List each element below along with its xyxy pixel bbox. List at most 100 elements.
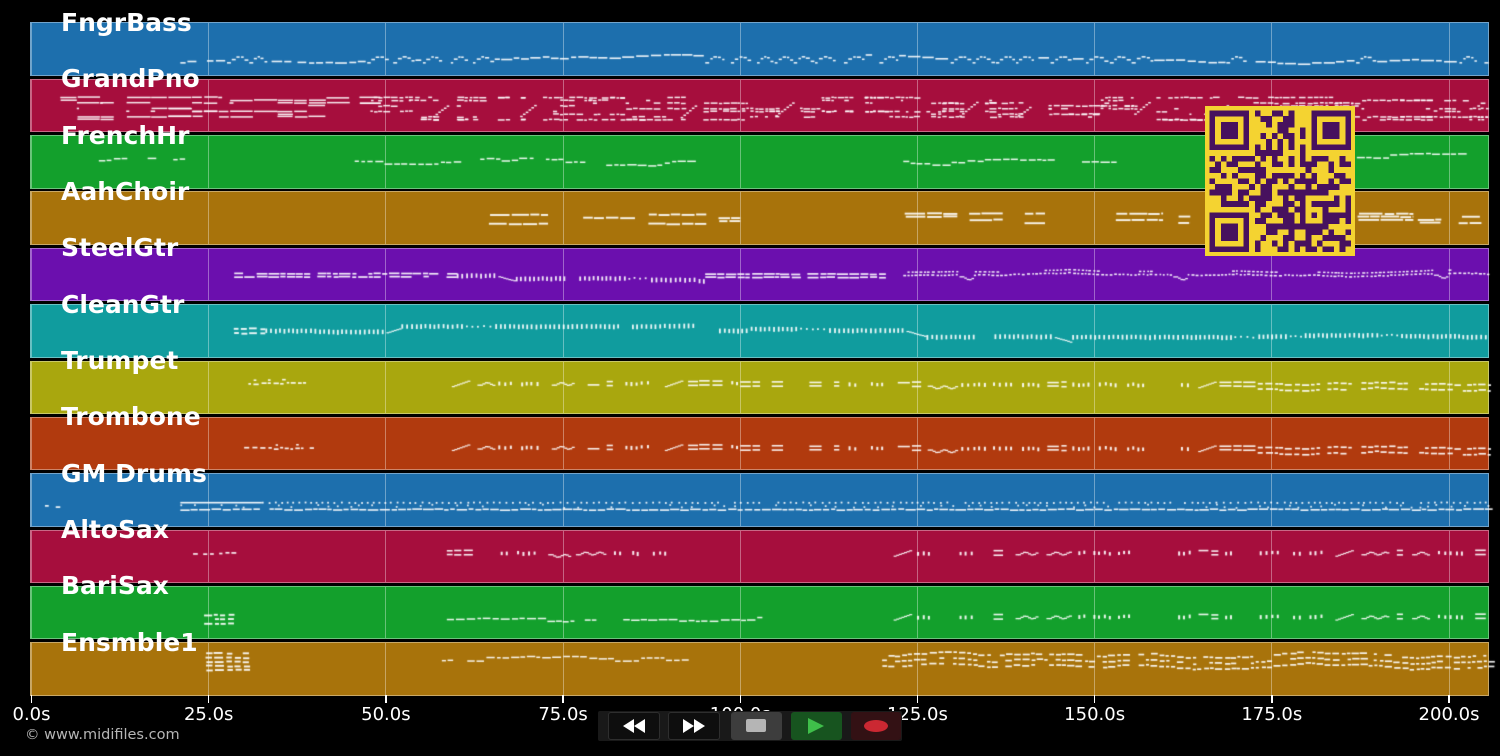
- time-gridline: [916, 586, 918, 639]
- time-gridline: [208, 361, 210, 414]
- time-gridline: [1448, 643, 1450, 695]
- track-label: AahChoir: [61, 177, 190, 206]
- fast-forward-icon: [683, 718, 706, 733]
- time-gridline: [385, 417, 387, 470]
- time-gridline: [208, 248, 210, 301]
- track-label: GM Drums: [61, 458, 207, 488]
- axis-tick-label: 125.0s: [886, 704, 948, 725]
- time-gridline: [562, 192, 564, 245]
- axis-tick-label: 200.0s: [1418, 704, 1480, 725]
- time-gridline: [385, 136, 387, 188]
- time-gridline: [385, 643, 387, 695]
- time-gridline: [739, 530, 741, 583]
- track-label: AltoSax: [61, 515, 170, 545]
- time-gridline: [31, 248, 32, 301]
- time-gridline: [739, 23, 741, 75]
- track-label: SteelGtr: [61, 233, 179, 263]
- play-button[interactable]: [790, 712, 842, 740]
- time-gridline: [1094, 530, 1096, 583]
- right-triangle-shape: [808, 717, 824, 734]
- time-gridline: [385, 474, 387, 526]
- qr-code: [1204, 105, 1355, 256]
- time-gridline: [385, 79, 387, 132]
- time-gridline: [562, 305, 564, 357]
- time-gridline: [31, 361, 32, 414]
- time-gridline: [562, 643, 564, 695]
- time-gridline: [31, 417, 32, 470]
- time-gridline: [739, 361, 741, 414]
- time-gridline: [31, 586, 32, 639]
- fast-forward-button[interactable]: [668, 712, 721, 740]
- axis-tick: [739, 694, 741, 703]
- left-triangle-shape: [623, 718, 634, 733]
- axis-tick-label: 75.0s: [538, 704, 588, 725]
- axis-tick-label: 25.0s: [183, 704, 234, 725]
- right-triangle-shape: [694, 718, 706, 733]
- time-gridline: [1448, 586, 1450, 639]
- time-gridline: [1094, 192, 1096, 245]
- time-gridline: [916, 248, 918, 301]
- time-gridline: [739, 136, 741, 188]
- time-gridline: [916, 23, 918, 75]
- time-gridline: [1271, 305, 1273, 357]
- time-gridline: [562, 361, 564, 414]
- time-gridline: [31, 23, 32, 75]
- time-gridline: [739, 417, 741, 470]
- time-gridline: [739, 192, 741, 245]
- axis-tick-label: 150.0s: [1064, 704, 1126, 725]
- time-gridline: [1094, 79, 1096, 132]
- time-gridline: [208, 136, 210, 188]
- record-button[interactable]: [851, 712, 901, 740]
- axis-tick: [385, 694, 387, 703]
- time-gridline: [208, 305, 210, 357]
- time-gridline: [1271, 643, 1273, 695]
- track-label: CleanGtr: [61, 289, 185, 319]
- track-label: GrandPno: [61, 64, 200, 94]
- time-gridline: [1271, 530, 1273, 583]
- time-gridline: [916, 192, 918, 245]
- time-gridline: [385, 530, 387, 583]
- time-gridline: [1448, 136, 1450, 188]
- time-gridline: [1448, 530, 1450, 583]
- time-gridline: [1271, 417, 1273, 470]
- time-gridline: [916, 474, 918, 526]
- time-gridline: [208, 530, 210, 583]
- track-label: Trombone: [61, 402, 201, 432]
- right-triangle-shape: [683, 718, 695, 733]
- time-gridline: [1448, 79, 1450, 132]
- stop-square-shape: [746, 719, 767, 733]
- stop-button[interactable]: [730, 712, 782, 740]
- time-gridline: [562, 530, 564, 583]
- axis-tick-label: 175.0s: [1241, 704, 1303, 725]
- time-gridline: [1094, 417, 1096, 470]
- time-gridline: [562, 417, 564, 470]
- time-gridline: [31, 136, 32, 188]
- time-gridline: [385, 361, 387, 414]
- axis-tick: [30, 694, 33, 703]
- time-gridline: [916, 643, 918, 695]
- time-gridline: [385, 305, 387, 357]
- time-gridline: [1094, 643, 1096, 695]
- time-gridline: [1271, 248, 1273, 301]
- time-gridline: [1448, 417, 1450, 470]
- time-gridline: [31, 643, 32, 695]
- time-gridline: [739, 248, 741, 301]
- time-gridline: [739, 79, 741, 132]
- time-gridline: [562, 136, 564, 188]
- time-gridline: [1094, 136, 1096, 188]
- time-gridline: [1094, 23, 1096, 75]
- time-gridline: [208, 192, 210, 245]
- left-triangle-shape: [634, 718, 645, 733]
- time-gridline: [31, 530, 32, 583]
- rewind-button[interactable]: [608, 712, 660, 740]
- time-gridline: [562, 474, 564, 526]
- transport-bar: [598, 710, 902, 741]
- axis-tick: [207, 694, 210, 703]
- axis-tick: [1448, 694, 1450, 703]
- time-gridline: [208, 79, 210, 132]
- time-gridline: [562, 248, 564, 301]
- time-gridline: [1094, 361, 1096, 414]
- axis-tick: [916, 694, 919, 703]
- time-gridline: [31, 305, 32, 357]
- time-gridline: [208, 474, 210, 526]
